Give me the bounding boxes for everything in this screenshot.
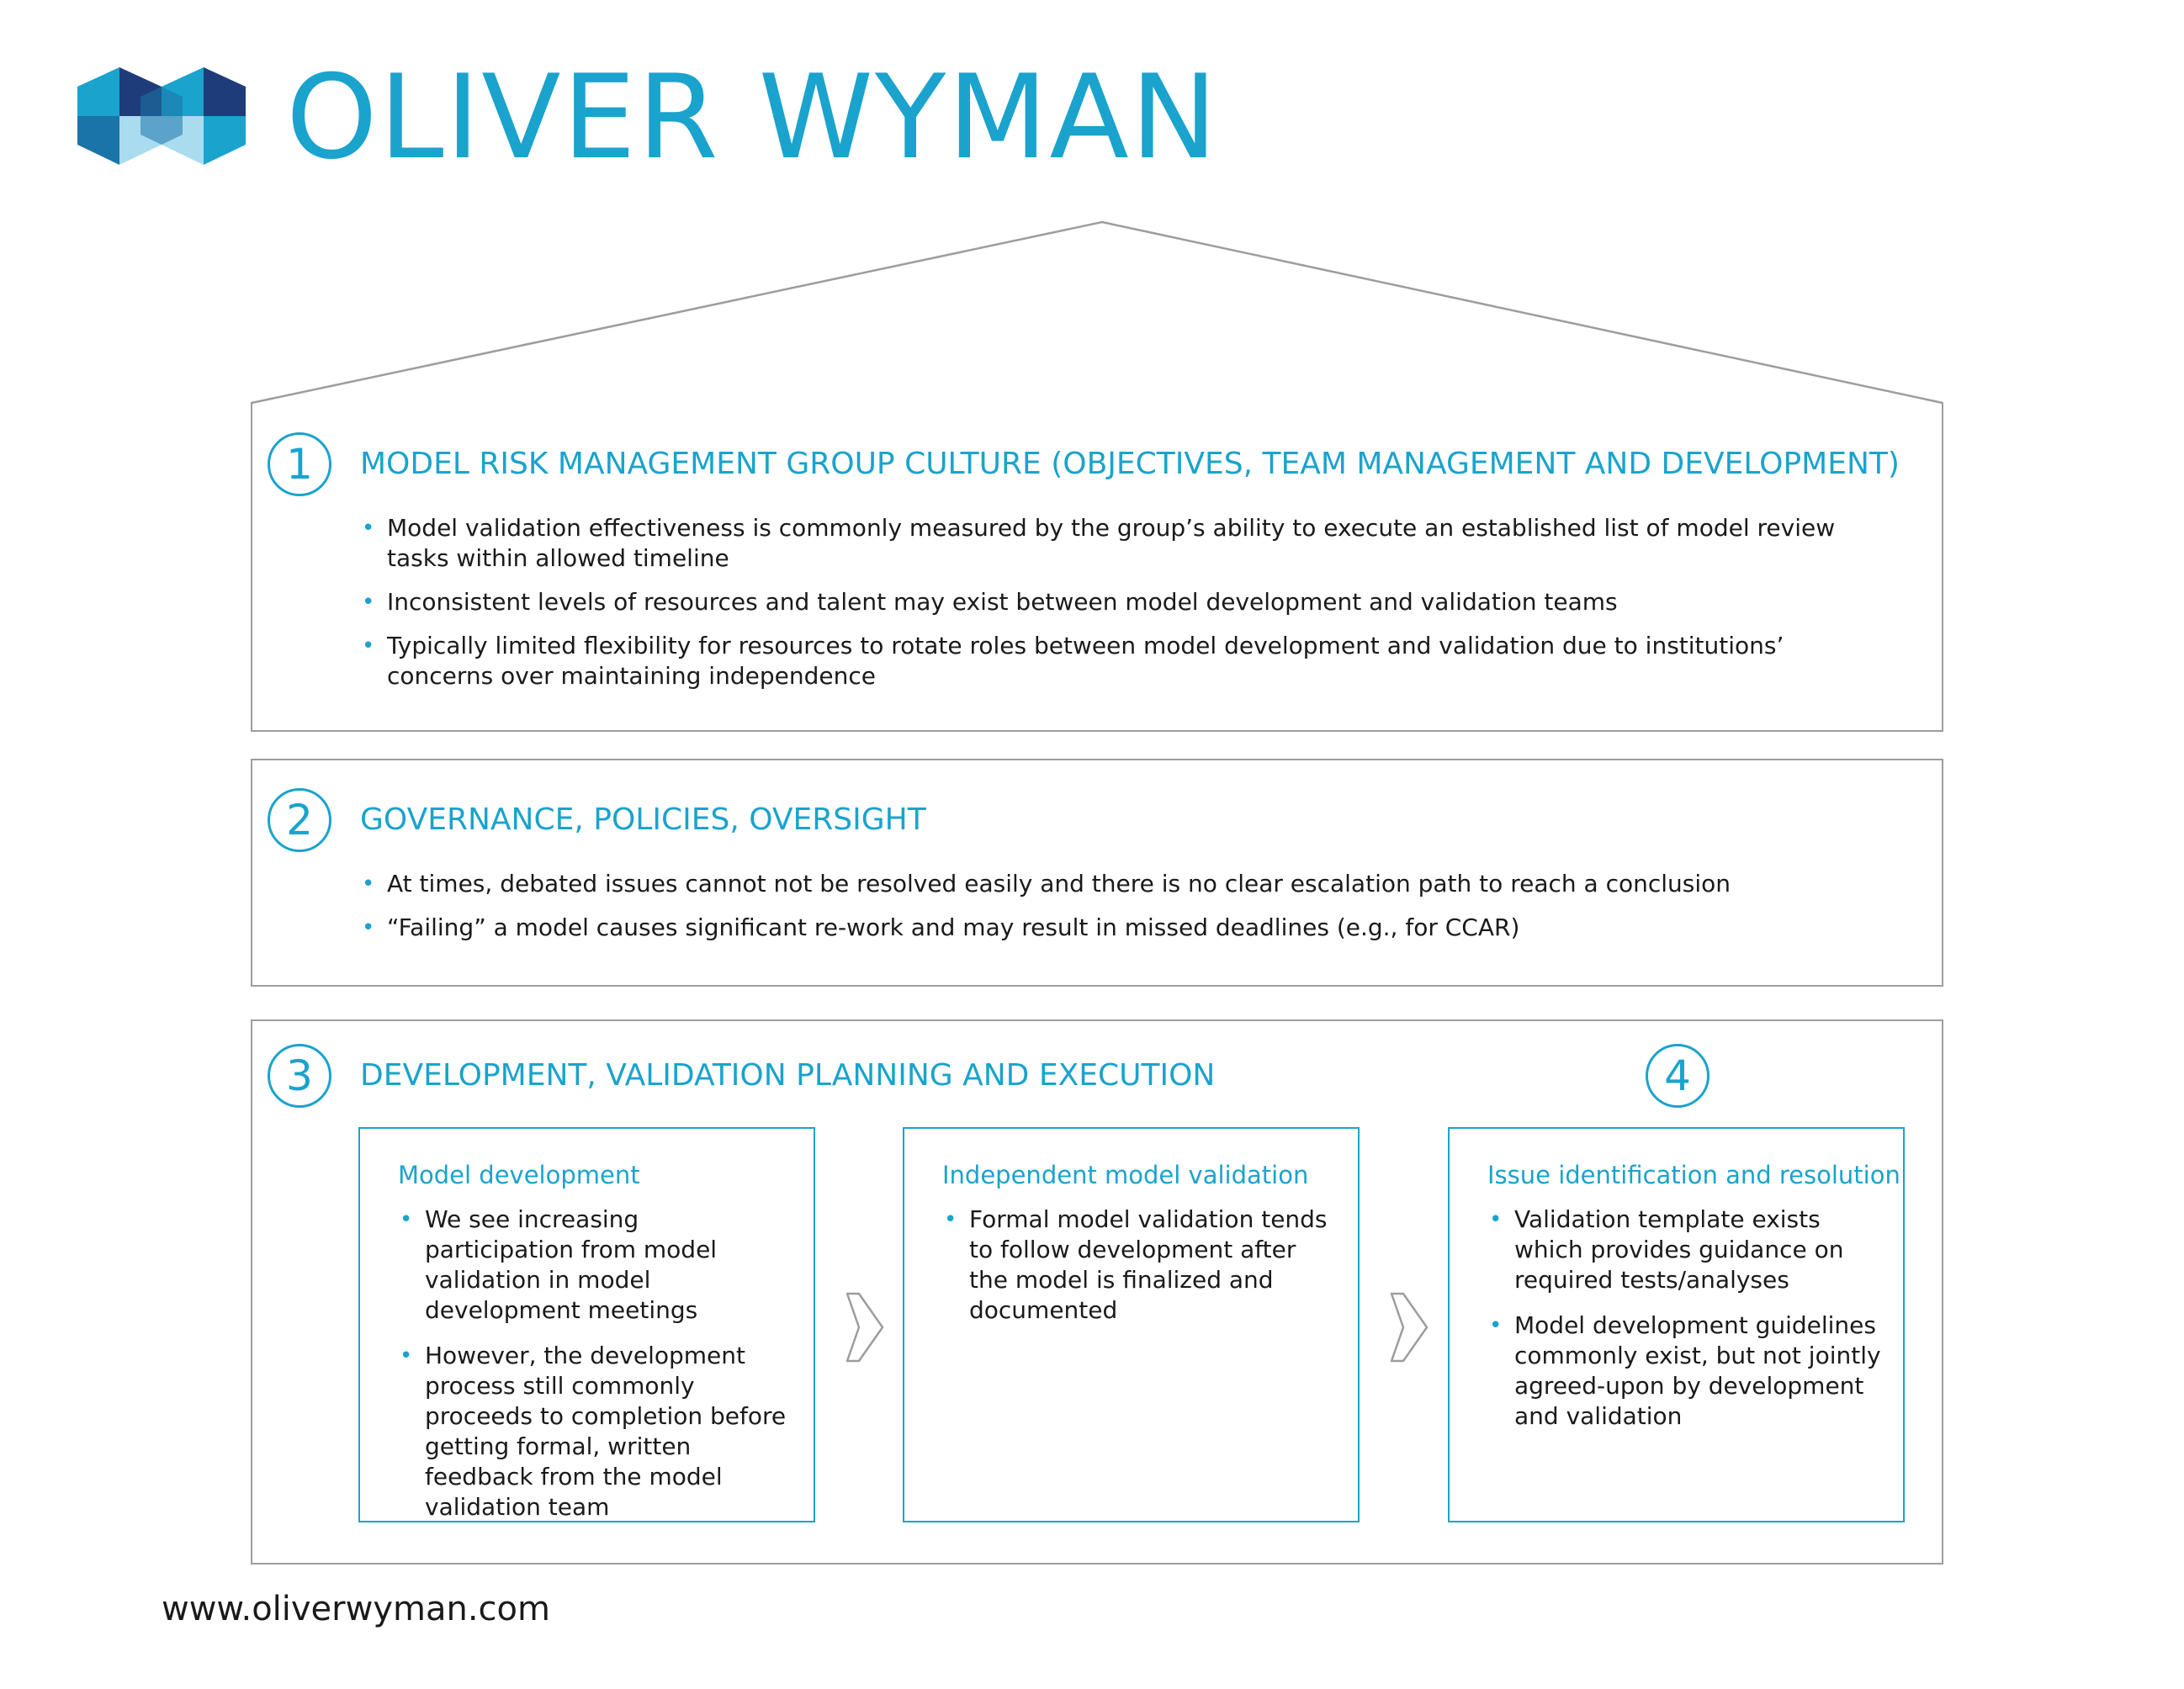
- independent-validation-title: Independent model validation: [942, 1161, 1309, 1189]
- governance-bullet-list: At times, debated issues cannot not be r…: [360, 869, 1849, 956]
- section-number-4: 4: [1646, 1044, 1710, 1108]
- section-title-governance: GOVERNANCE, POLICIES, OVERSIGHT: [360, 802, 926, 837]
- oliver-wyman-logo-icon: [77, 67, 246, 165]
- list-item: Model validation effectiveness is common…: [360, 513, 1849, 574]
- section-title-execution: DEVELOPMENT, VALIDATION PLANNING AND EXE…: [360, 1058, 1216, 1093]
- culture-bullet-list: Model validation effectiveness is common…: [360, 513, 1849, 705]
- section-governance-panel: [251, 759, 1943, 987]
- brand-name: OLIVER WYMAN: [286, 50, 1219, 185]
- section-execution-panel: [251, 1019, 1943, 1565]
- issue-resolution-title: Issue identification and resolution: [1487, 1161, 1900, 1189]
- section-culture-panel: [251, 402, 1943, 732]
- section-number-3: 3: [268, 1044, 331, 1108]
- issue-resolution-box: Issue identification and resolution Vali…: [1448, 1127, 1905, 1522]
- section-title-culture: MODEL RISK MANAGEMENT GROUP CULTURE (OBJ…: [360, 447, 1900, 481]
- chevron-right-icon: [1390, 1292, 1429, 1363]
- model-development-box: Model development We see increasing part…: [358, 1127, 815, 1522]
- section-number-2: 2: [268, 788, 331, 852]
- list-item: “Failing” a model causes significant re-…: [360, 913, 1849, 943]
- list-item: Formal model validation tends to follow …: [942, 1205, 1338, 1326]
- chevron-right-icon: [846, 1292, 884, 1363]
- list-item: Inconsistent levels of resources and tal…: [360, 587, 1849, 617]
- list-item: Model development guidelines commonly ex…: [1487, 1310, 1883, 1432]
- footer-url[interactable]: www.oliverwyman.com: [162, 1590, 550, 1628]
- model-development-bullets: We see increasing participation from mod…: [398, 1205, 793, 1538]
- list-item: Validation template exists which provide…: [1487, 1205, 1883, 1295]
- list-item: At times, debated issues cannot not be r…: [360, 869, 1849, 899]
- house-roof: [251, 220, 1943, 405]
- section-number-1: 1: [268, 432, 331, 496]
- issue-resolution-bullets: Validation template exists which provide…: [1487, 1205, 1883, 1447]
- independent-validation-bullets: Formal model validation tends to follow …: [942, 1205, 1338, 1341]
- independent-validation-box: Independent model validation Formal mode…: [903, 1127, 1360, 1522]
- model-development-title: Model development: [398, 1161, 640, 1189]
- list-item: We see increasing participation from mod…: [398, 1205, 793, 1326]
- list-item: Typically limited flexibility for resour…: [360, 631, 1849, 691]
- list-item: However, the development process still c…: [398, 1341, 793, 1522]
